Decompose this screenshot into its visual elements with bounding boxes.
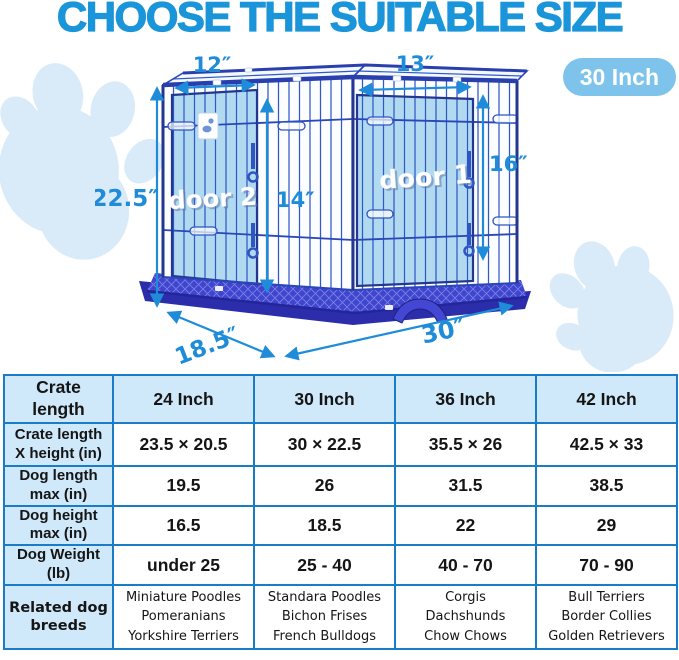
dimension-front-height: 14″	[276, 188, 315, 212]
table-row: Related dog breeds Miniature Poodles Pomer…	[3, 584, 678, 650]
column-header: 30 Inch	[253, 374, 396, 424]
row-label: Related dog breeds	[3, 584, 114, 650]
table-cell: 42.5 × 33	[535, 422, 678, 467]
table-cell: 18.5	[253, 504, 396, 546]
corner-label: Crate length	[3, 374, 114, 424]
table-cell: 31.5	[394, 465, 537, 507]
table-row: Dog height max (in) 16.5 18.5 22 29	[3, 504, 678, 546]
table-cell: 70 - 90	[535, 544, 678, 586]
row-label: Dog Weight (lb)	[3, 544, 114, 586]
table-cell: 29	[535, 504, 678, 546]
door1-label: door 1	[378, 160, 472, 196]
table-cell: 40 - 70	[394, 544, 537, 586]
row-label: Dog height max (in)	[3, 504, 114, 546]
size-badge: 30 Inch	[562, 58, 676, 96]
column-header: 42 Inch	[535, 374, 678, 424]
dog-tag-icon	[197, 112, 219, 140]
table-cell: Bull Terriers Border Collies Golden Retrie…	[535, 584, 678, 650]
table-cell: 19.5	[112, 465, 255, 507]
dimension-crate-height: 22.5″	[95, 186, 159, 212]
table-header-row: Crate length 24 Inch 30 Inch 36 Inch 42 Inch	[3, 374, 678, 424]
table-row: Dog Weight (lb) under 25 25 - 40 40 - 70 70 …	[3, 544, 678, 586]
size-table-body: Crate length 24 Inch 30 Inch 36 Inch 42 Inch…	[3, 374, 678, 650]
paw-print-left-icon	[0, 63, 165, 260]
size-table: Crate length 24 Inch 30 Inch 36 Inch 42 Inch…	[3, 374, 678, 650]
table-cell: 30 × 22.5	[253, 422, 396, 467]
table-cell: under 25	[112, 544, 255, 586]
table-cell: Corgis Dachshunds Chow Chows	[394, 584, 537, 650]
table-cell: 35.5 × 26	[394, 422, 537, 467]
paw-print-right-icon	[549, 241, 674, 372]
table-cell: 16.5	[112, 504, 255, 546]
table-cell: 25 - 40	[253, 544, 396, 586]
crate-diagram: 12″ 13″ 22.5″ 14″ 16″ 18.5″ 30″ door 2 d…	[95, 55, 531, 370]
column-header: 24 Inch	[112, 374, 255, 424]
table-row: Dog length max (in) 19.5 26 31.5 38.5	[3, 465, 678, 507]
page-title: CHOOSE THE SUITABLE SIZE	[56, 0, 624, 41]
dimension-arrows	[149, 78, 514, 361]
table-cell: 23.5 × 20.5	[112, 422, 255, 467]
dimension-length: 30″	[419, 313, 468, 350]
dimension-door1-width: 13″	[396, 55, 435, 76]
table-cell: 26	[253, 465, 396, 507]
table-cell: 22	[394, 504, 537, 546]
row-label: Crate length X height (in)	[3, 422, 114, 467]
crate-wire-box	[161, 63, 529, 292]
row-label: Dog length max (in)	[3, 465, 114, 507]
table-row: Crate length X height (in) 23.5 × 20.5 30 …	[3, 422, 678, 467]
door2-label: door 2	[167, 182, 257, 216]
table-cell: 38.5	[535, 465, 678, 507]
dimension-door2-width: 12″	[193, 55, 232, 77]
table-cell: Miniature Poodles Pomeranians Yorkshire Te…	[112, 584, 255, 650]
table-cell: Standara Poodles Bichon Frises French Bull…	[253, 584, 396, 650]
dimension-door1-height: 16″	[489, 152, 528, 176]
door-latch-icon	[247, 143, 475, 259]
column-header: 36 Inch	[394, 374, 537, 424]
